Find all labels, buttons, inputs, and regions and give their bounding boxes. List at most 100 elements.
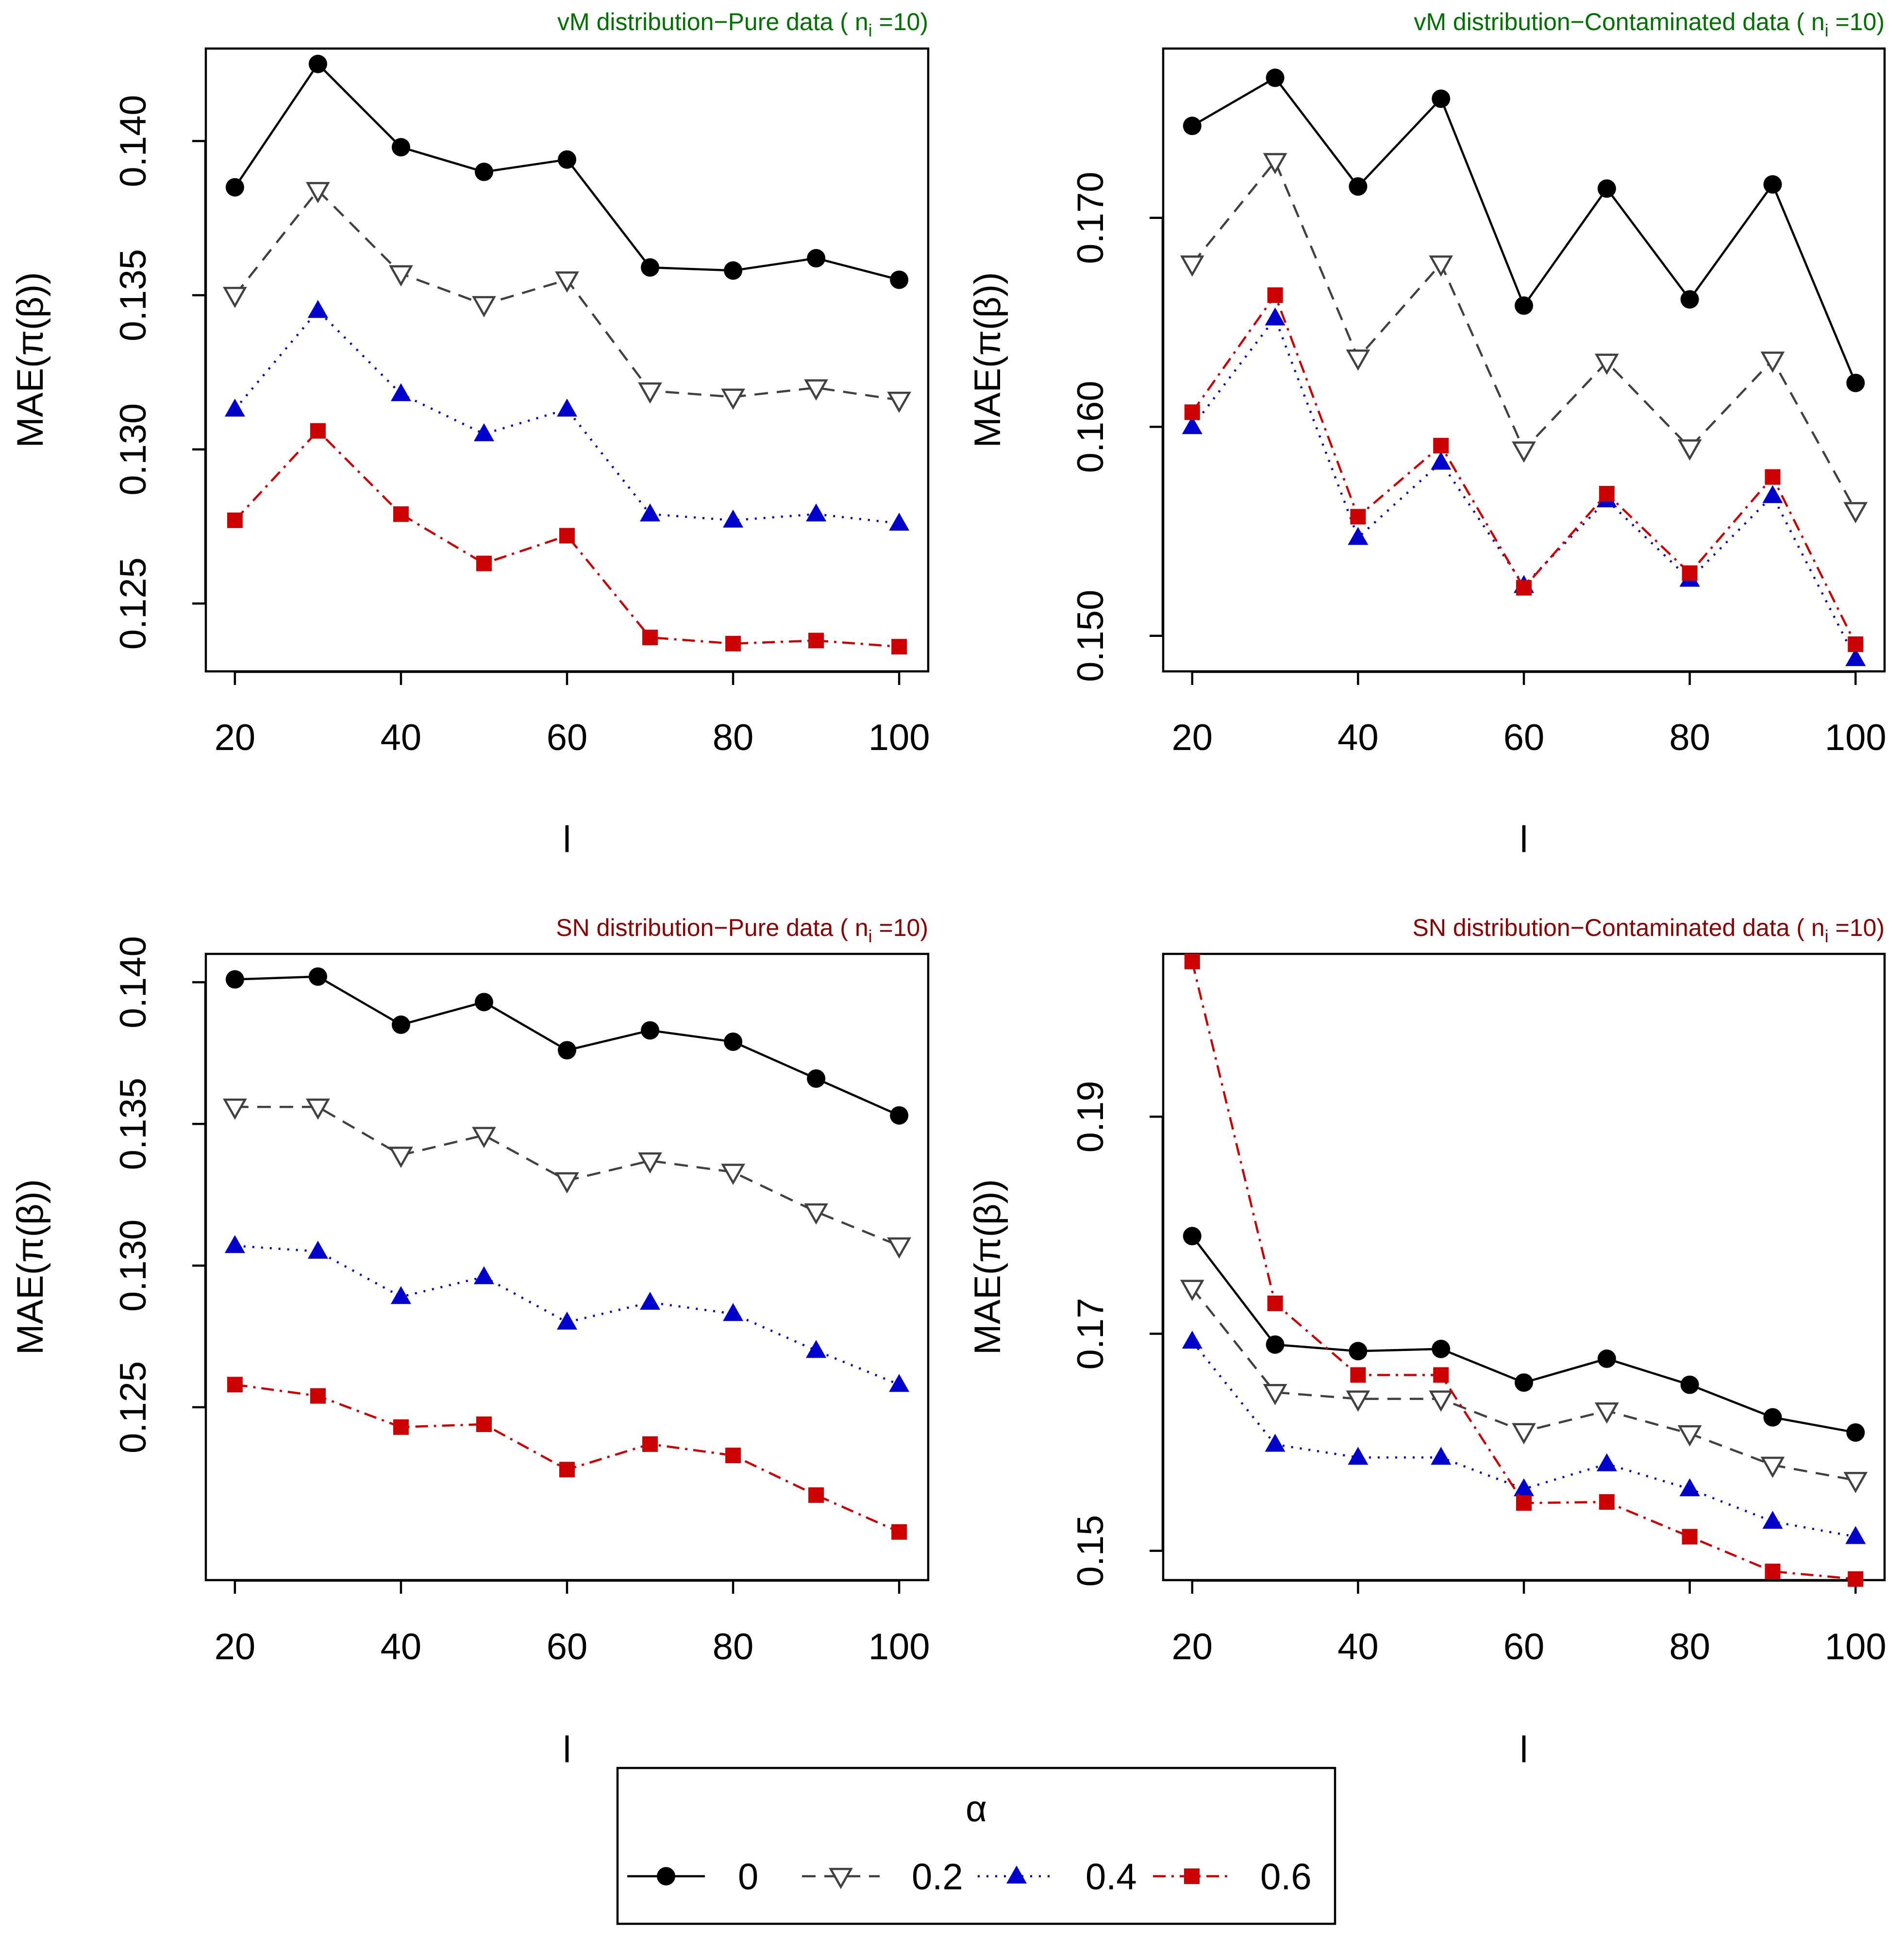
panel-title-tail: =10) [1829, 8, 1885, 35]
data-point [807, 249, 826, 267]
x-tick-label: 100 [868, 717, 930, 758]
data-point [642, 630, 658, 646]
x-axis-label: l [1520, 819, 1528, 860]
data-point [1677, 439, 1702, 461]
x-tick-label: 20 [215, 1626, 256, 1667]
y-axis: 0.125 0.130 0.135 0.140 [113, 95, 207, 650]
data-point [1348, 1447, 1369, 1465]
data-point [1597, 179, 1616, 198]
data-point [391, 138, 410, 157]
data-point [1346, 1390, 1370, 1412]
data-point [1433, 1367, 1449, 1383]
data-point [227, 512, 243, 528]
x-tick-label: 100 [1825, 717, 1887, 758]
data-point [1180, 1280, 1204, 1301]
x-tick-label: 20 [1172, 717, 1213, 758]
data-point [1762, 1511, 1783, 1529]
data-point [389, 265, 413, 287]
data-point [1349, 1342, 1368, 1361]
series-line [234, 1384, 900, 1533]
y-tick-label: 0.160 [1070, 381, 1111, 473]
data-point [640, 503, 661, 522]
data-point [1516, 580, 1532, 596]
x-tick-label: 40 [381, 1626, 422, 1667]
x-tick-label: 40 [1337, 1626, 1379, 1667]
series-line [234, 430, 900, 648]
legend-title: α [966, 1788, 987, 1830]
data-point [1680, 290, 1699, 309]
y-axis: 0.150 0.160 0.170 [1070, 172, 1164, 682]
data-point [1182, 1331, 1203, 1349]
data-point [807, 1069, 826, 1088]
data-point [222, 1098, 247, 1120]
x-tick-label: 80 [1669, 717, 1710, 758]
series-line [234, 189, 900, 401]
y-axis-label: MAE(π(β)) [967, 272, 1008, 448]
x-axis-label: l [563, 1729, 571, 1770]
data-point [1679, 1478, 1700, 1497]
series-alpha-0.4 [224, 1235, 910, 1392]
panel-title-tail: =10) [872, 8, 928, 35]
panel-title-subscript: i [868, 20, 872, 40]
data-point [390, 1286, 411, 1304]
series-alpha-0 [1183, 68, 1865, 392]
data-point [476, 1416, 492, 1432]
y-tick-label: 0.150 [1070, 590, 1111, 682]
series-alpha-0.2 [1180, 153, 1868, 524]
data-point [1263, 1384, 1287, 1405]
data-point [306, 1098, 330, 1120]
data-point [1843, 502, 1868, 524]
y-tick-label: 0.140 [113, 936, 154, 1028]
y-tick-label: 0.130 [113, 1219, 154, 1312]
x-tick-label: 60 [547, 717, 588, 758]
series-alpha-0 [1183, 1227, 1865, 1442]
data-point [1267, 1295, 1283, 1311]
legend-marker [1006, 1866, 1027, 1884]
data-point [1765, 469, 1781, 485]
panel-1: vM distribution−Pure data ( ni =10) 20 40 6… [10, 8, 930, 860]
data-point [808, 633, 824, 649]
series-alpha-0.6 [1184, 953, 1864, 1587]
data-point [222, 286, 247, 308]
data-point [1349, 177, 1368, 196]
y-tick-label: 0.130 [113, 403, 154, 496]
panel-title: vM distribution−Contaminated data ( ni =… [1414, 8, 1885, 40]
data-point [557, 1311, 577, 1330]
data-point [559, 528, 575, 544]
data-point [725, 635, 741, 651]
data-point [1184, 953, 1200, 969]
data-point [723, 509, 744, 528]
x-axis: 20 40 60 80 100 [215, 1579, 930, 1667]
data-point [638, 382, 662, 404]
data-point [1514, 1478, 1534, 1497]
y-tick-label: 0.135 [113, 1078, 154, 1170]
legend-label: 0.6 [1260, 1856, 1312, 1898]
data-point [558, 1041, 576, 1060]
panel-title: SN distribution−Pure data ( ni =10) [556, 914, 928, 946]
series-alpha-0.6 [227, 423, 907, 655]
x-axis: 20 40 60 80 100 [215, 670, 930, 758]
data-point [1762, 485, 1783, 503]
data-point [804, 1203, 828, 1225]
data-point [1846, 373, 1865, 392]
data-point [1265, 307, 1286, 326]
series-line [234, 1244, 900, 1386]
data-point [1848, 1571, 1864, 1587]
y-tick-label: 0.170 [1070, 172, 1111, 264]
x-tick-label: 100 [1825, 1626, 1887, 1667]
data-point [1682, 565, 1698, 581]
panel-title-subscript: i [1825, 20, 1829, 40]
data-point [225, 178, 244, 197]
panel-title-main: SN distribution−Pure data ( n [556, 914, 868, 941]
data-point [307, 300, 328, 318]
panel-title-subscript: i [1825, 926, 1829, 946]
y-tick-label: 0.15 [1070, 1515, 1111, 1587]
data-point [472, 296, 496, 317]
data-point [1763, 175, 1782, 194]
data-point [1597, 1349, 1616, 1368]
series-alpha-0.2 [222, 1098, 912, 1259]
data-point [390, 383, 411, 401]
data-point [393, 1419, 409, 1435]
data-point [1594, 1402, 1619, 1424]
